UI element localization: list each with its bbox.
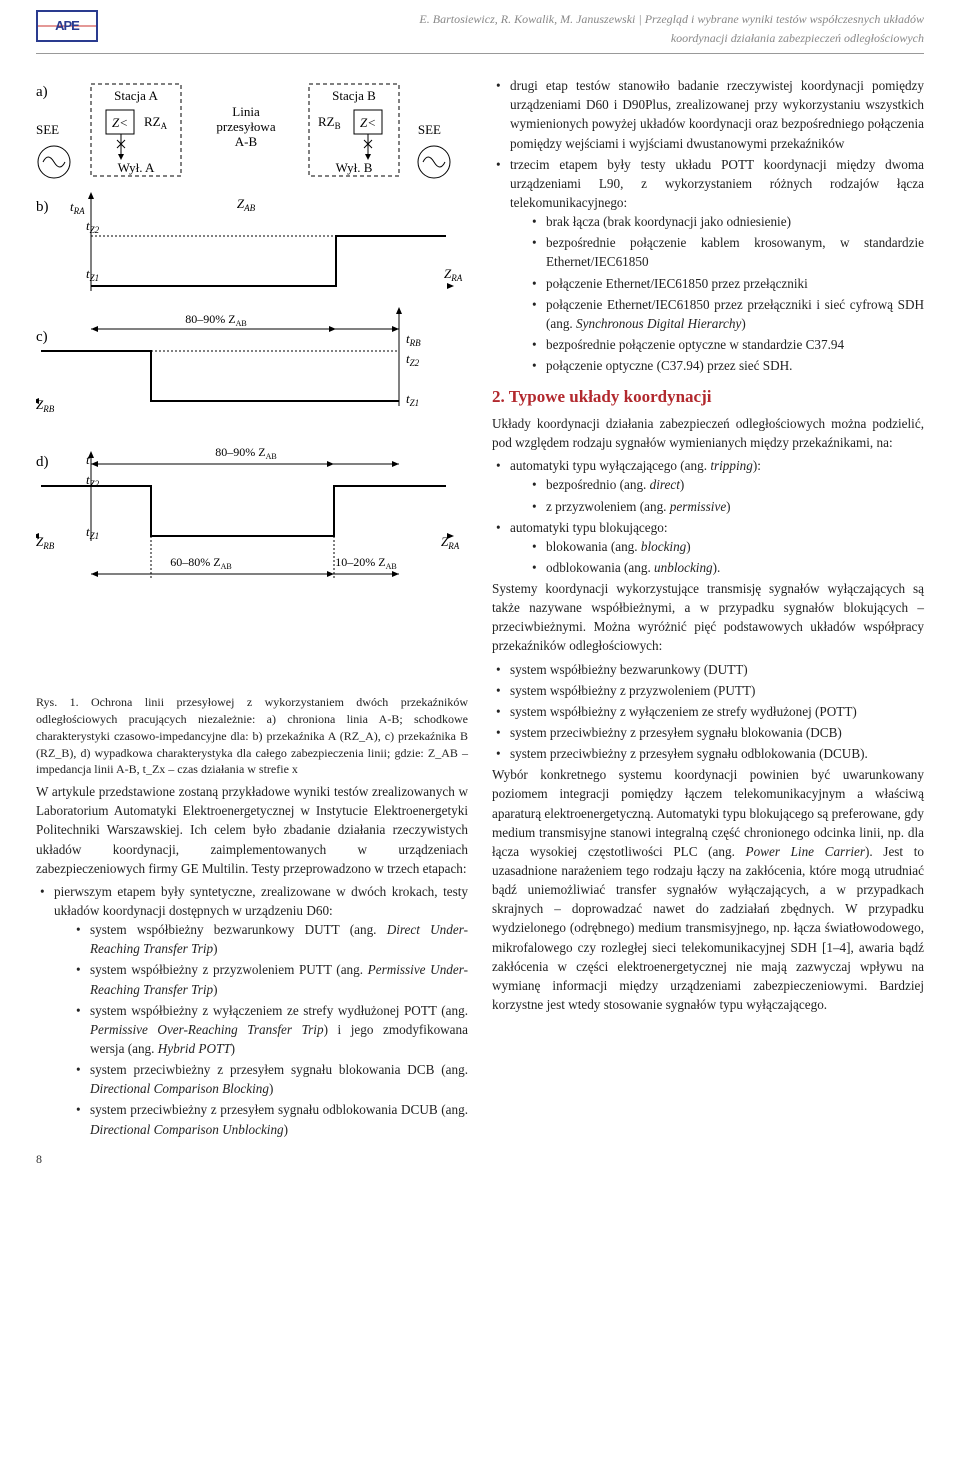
zsym-b: Z<: [360, 115, 376, 130]
list-item: automatyki typu wyłączającego (ang. trip…: [492, 456, 924, 515]
list-item: system przeciwbieżny z przesyłem sygnału…: [492, 723, 924, 742]
figure-1: a) SEE Stacja A Z< RZA Wył. A: [36, 76, 468, 686]
linia: Linia: [232, 104, 260, 119]
right-top-list: drugi etap testów stanowiło badanie rzec…: [492, 76, 924, 375]
list-item: trzecim etapem były testy układu POTT ko…: [492, 155, 924, 376]
svg-text:t: t: [86, 452, 90, 467]
ab: A-B: [235, 134, 258, 149]
authors: E. Bartosiewicz, R. Kowalik, M. Januszew…: [419, 12, 635, 26]
list-item: połączenie optyczne (C37.94) przez sieć …: [528, 356, 924, 375]
t2: koordynacji działania zabezpieczeń odleg…: [671, 31, 924, 45]
wyl-b: Wył. B: [336, 160, 373, 175]
svg-text:10–20% ZAB: 10–20% ZAB: [335, 555, 396, 571]
panel-d-label: d): [36, 454, 49, 470]
panel-c-label: c): [36, 329, 48, 345]
right-column: drugi etap testów stanowiło badanie rzec…: [492, 76, 924, 1141]
left-intro-paragraph: W artykule przedstawione zostaną przykła…: [36, 782, 468, 878]
list-item: połączenie Ethernet/IEC61850 przez przeł…: [528, 274, 924, 293]
list-item: bezpośrednie połączenie kablem krosowany…: [528, 233, 924, 271]
svg-text:tZ1: tZ1: [86, 524, 99, 541]
section2-para2: Systemy koordynacji wykorzystujące trans…: [492, 579, 924, 656]
list-item: system przeciwbieżny z przesyłem sygnału…: [72, 1060, 468, 1098]
see-left: SEE: [36, 122, 59, 137]
svg-text:RZA: RZA: [144, 114, 168, 131]
wyl-a: Wył. A: [118, 160, 155, 175]
left-list: pierwszym etapem były syntetyczne, zreal…: [36, 882, 468, 1139]
panel-a-label: a): [36, 84, 48, 100]
ape-logo: APE: [36, 10, 98, 42]
list-item: brak łącza (brak koordynacji jako odnies…: [528, 212, 924, 231]
list-item: automatyki typu blokującego:blokowania (…: [492, 518, 924, 577]
svg-text:ZRA: ZRA: [444, 266, 463, 283]
list-item: system współbieżny z wyłączeniem ze stre…: [492, 702, 924, 721]
section2-para1: Układy koordynacji działania zabezpiecze…: [492, 414, 924, 452]
stacja-a: Stacja A: [114, 88, 158, 103]
t1: | Przegląd i wybrane wyniki testów współ…: [635, 12, 924, 26]
svg-text:tZ1: tZ1: [406, 391, 419, 408]
list-item: bezpośrednie połączenie optyczne w stand…: [528, 335, 924, 354]
list-item: drugi etap testów stanowiło badanie rzec…: [492, 76, 924, 153]
list-item: system współbieżny bezwarunkowy (DUTT): [492, 660, 924, 679]
svg-text:tZ2: tZ2: [406, 351, 420, 368]
figure-caption: Rys. 1. Ochrona linii przesyłowej z wyko…: [36, 694, 468, 778]
list-item: pierwszym etapem były syntetyczne, zreal…: [36, 882, 468, 1139]
przesylowa: przesyłowa: [216, 119, 275, 134]
svg-text:tRA: tRA: [70, 199, 85, 216]
page-number: 8: [36, 1151, 924, 1168]
left-column: a) SEE Stacja A Z< RZA Wył. A: [36, 76, 468, 1141]
page-header: APE E. Bartosiewicz, R. Kowalik, M. Janu…: [36, 0, 924, 54]
panel-b-label: b): [36, 199, 49, 215]
list-item: system przeciwbieżny z przesyłem sygnału…: [492, 744, 924, 763]
section2-list2: system współbieżny bezwarunkowy (DUTT) sy…: [492, 660, 924, 764]
svg-text:tZ1: tZ1: [86, 266, 99, 283]
section2-para3: Wybór konkretnego systemu koordynacji po…: [492, 765, 924, 1014]
svg-text:tRB: tRB: [406, 331, 421, 348]
list-item: system współbieżny z wyłączeniem ze stre…: [72, 1001, 468, 1058]
svg-text:80–90% ZAB: 80–90% ZAB: [215, 445, 276, 461]
caption-label: Rys. 1.: [36, 695, 91, 709]
list-item: system przeciwbieżny z przesyłem sygnału…: [72, 1100, 468, 1138]
see-right: SEE: [418, 122, 441, 137]
running-title: E. Bartosiewicz, R. Kowalik, M. Januszew…: [419, 10, 924, 47]
svg-text:80–90% ZAB: 80–90% ZAB: [185, 312, 246, 328]
section-2-title: 2. Typowe układy koordynacji: [492, 385, 924, 410]
list-item: blokowania (ang. blocking): [528, 537, 924, 556]
list-item: z przyzwoleniem (ang. permissive): [528, 497, 924, 516]
list-item: system współbieżny z przyzwoleniem PUTT …: [72, 960, 468, 998]
svg-text:60–80% ZAB: 60–80% ZAB: [170, 555, 231, 571]
zsym-a: Z<: [112, 115, 128, 130]
caption-body: Ochrona linii przesyłowej z wykorzystani…: [36, 695, 468, 776]
list-item: system współbieżny z przyzwoleniem (PUTT…: [492, 681, 924, 700]
svg-text:tZ2: tZ2: [86, 218, 100, 235]
stacja-b: Stacja B: [332, 88, 376, 103]
svg-text:ZAB: ZAB: [237, 196, 256, 213]
svg-text:RZB: RZB: [318, 114, 341, 131]
list-item: odblokowania (ang. unblocking).: [528, 558, 924, 577]
list-item: bezpośrednio (ang. direct): [528, 475, 924, 494]
section2-list1: automatyki typu wyłączającego (ang. trip…: [492, 456, 924, 577]
list-item: system współbieżny bezwarunkowy DUTT (an…: [72, 920, 468, 958]
list-item: połączenie Ethernet/IEC61850 przez przeł…: [528, 295, 924, 333]
